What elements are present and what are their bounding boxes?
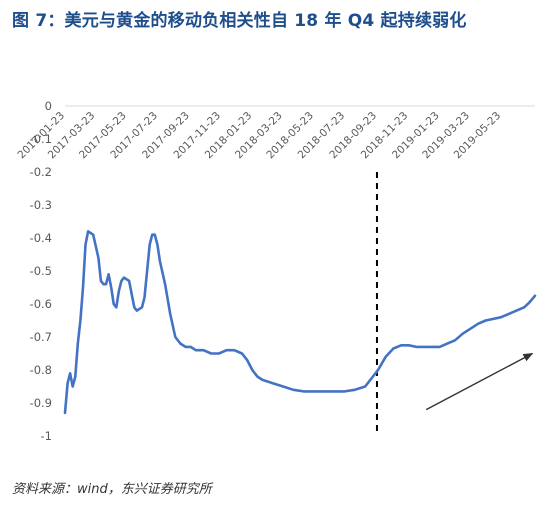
trend-arrow (425, 352, 534, 411)
y-tick-label: -0.7 (30, 330, 52, 344)
y-tick-label: -0.3 (30, 198, 52, 212)
series-group (63, 230, 537, 415)
y-tick-label: -0.6 (30, 297, 52, 311)
y-tick-label: 0 (45, 99, 52, 113)
annotations (375, 172, 534, 436)
y-tick-label: -0.8 (30, 363, 52, 377)
y-tick-label: -1 (41, 429, 52, 443)
y-tick-label: -0.5 (30, 264, 52, 278)
y-tick-label: -0.9 (30, 396, 52, 410)
correlation-line-chart: 0-0.1-0.2-0.3-0.4-0.5-0.6-0.7-0.8-0.9-1 … (15, 99, 537, 443)
figure-title: 图 7：美元与黄金的移动负相关性自 18 年 Q4 起持续弱化 (12, 11, 467, 31)
x-axis: 2017-01-232017-03-232017-05-232017-07-23… (15, 105, 535, 161)
y-tick-label: -0.1 (30, 132, 52, 146)
source-note: 资料来源：wind，东兴证券研究所 (12, 482, 212, 497)
y-axis: 0 -0.1 -0.2 -0.3 -0.4 -0.5 -0.6 -0.7 -0.8 -0.9 -1 (30, 99, 52, 443)
y-tick-label: -0.4 (30, 231, 52, 245)
series-line (63, 230, 537, 415)
y-tick-label: -0.2 (30, 165, 52, 179)
